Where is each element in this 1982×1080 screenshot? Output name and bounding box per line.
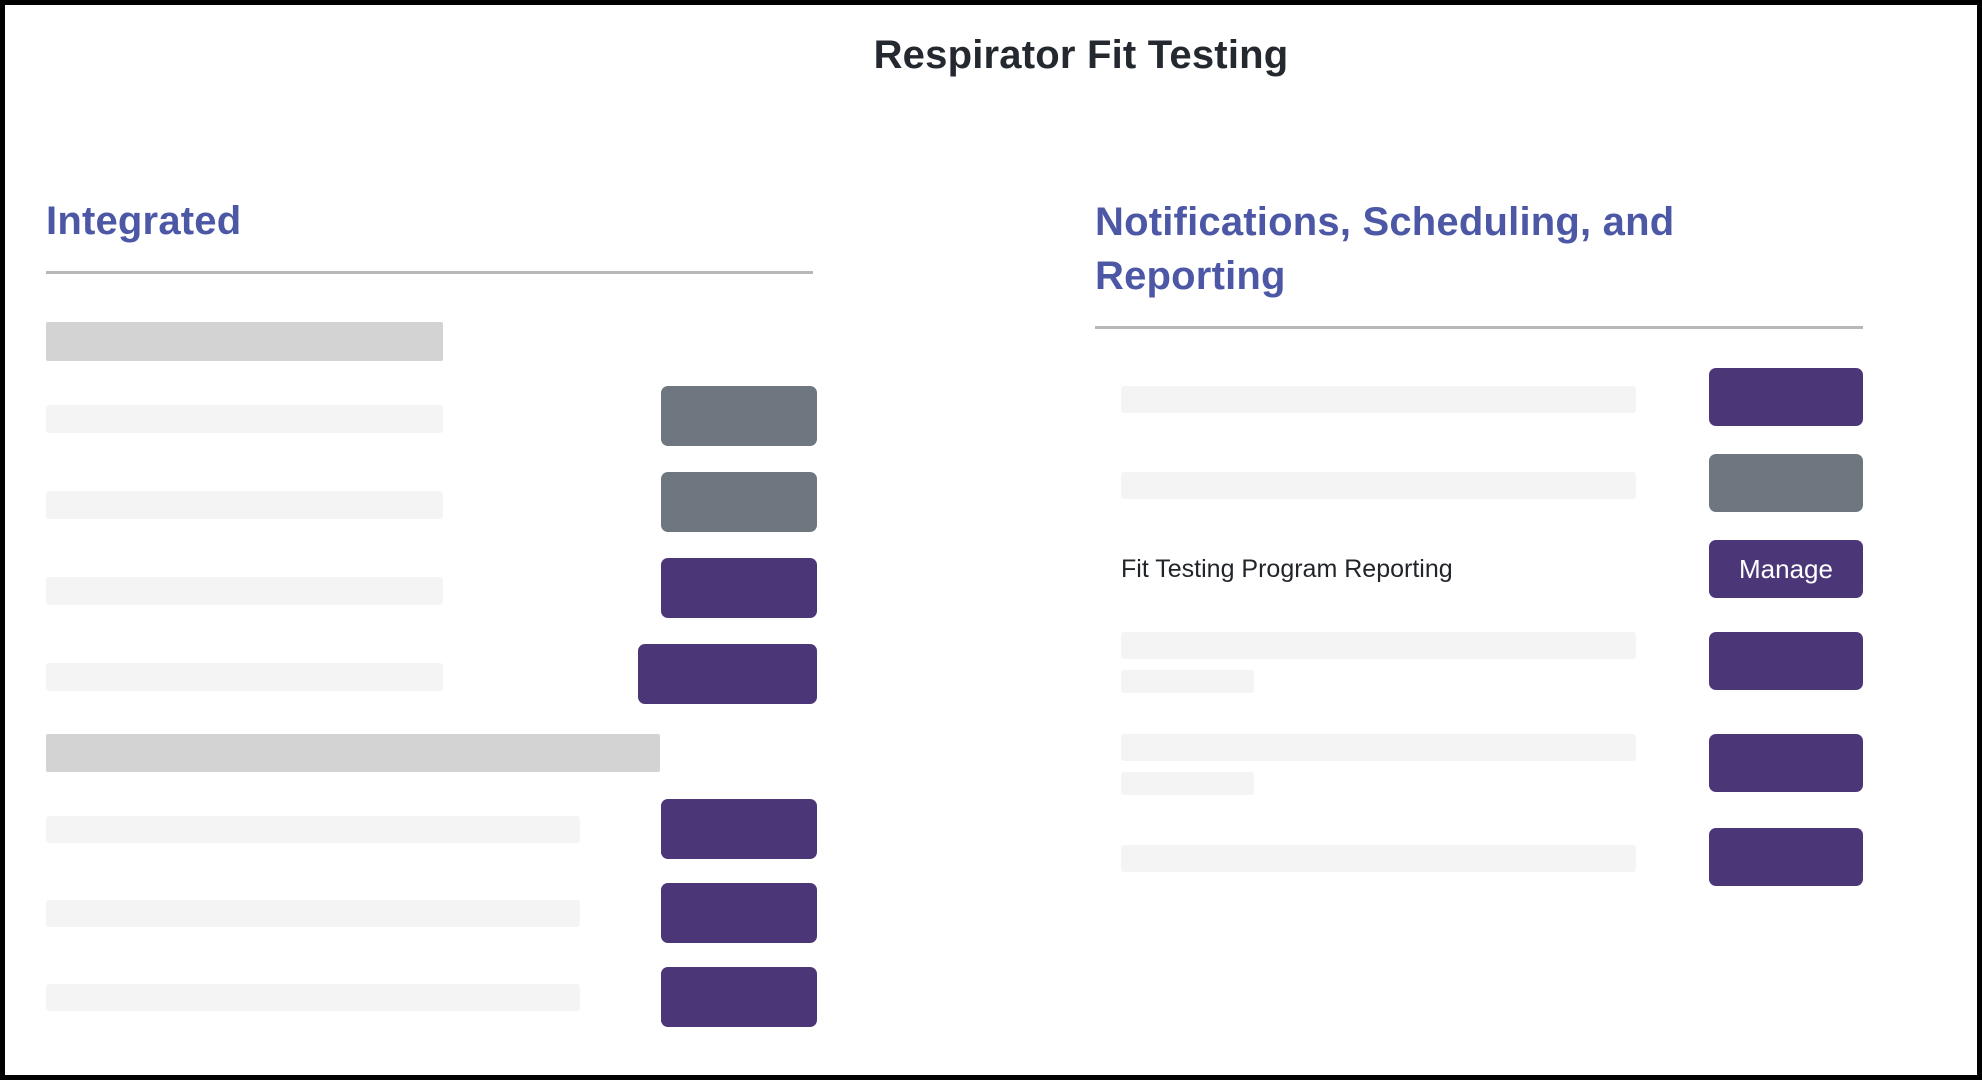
skeleton-text-bar <box>46 816 580 843</box>
page-title: Respirator Fit Testing <box>873 33 1289 77</box>
skeleton-text-bar-small <box>1121 772 1254 795</box>
skeleton-text-bar <box>46 577 443 605</box>
skeleton-text-bar-small <box>1121 670 1254 693</box>
fit-testing-program-reporting-label: Fit Testing Program Reporting <box>1121 555 1453 583</box>
skeleton-action-button[interactable] <box>1709 828 1863 886</box>
skeleton-text-bar <box>46 900 580 927</box>
skeleton-action-button[interactable] <box>1709 368 1863 426</box>
skeleton-action-button[interactable] <box>661 558 817 618</box>
manage-button[interactable]: Manage <box>1709 540 1863 598</box>
skeleton-action-button[interactable] <box>661 967 817 1027</box>
skeleton-text-bar <box>1121 632 1636 659</box>
skeleton-action-button[interactable] <box>1709 632 1863 690</box>
skeleton-text-bar <box>46 984 580 1011</box>
skeleton-action-button[interactable] <box>661 386 817 446</box>
section-divider <box>46 271 813 274</box>
skeleton-text-bar <box>1121 472 1636 499</box>
skeleton-action-button[interactable] <box>1709 454 1863 512</box>
skeleton-text-bar <box>46 663 443 691</box>
skeleton-action-button[interactable] <box>661 799 817 859</box>
manage-button-label: Manage <box>1739 553 1833 584</box>
skeleton-action-button[interactable] <box>661 472 817 532</box>
skeleton-section-title <box>46 322 443 361</box>
skeleton-action-button[interactable] <box>1709 734 1863 792</box>
skeleton-text-bar <box>1121 845 1636 872</box>
section-divider <box>1095 326 1863 329</box>
skeleton-action-button[interactable] <box>638 644 817 704</box>
skeleton-text-bar <box>1121 386 1636 413</box>
skeleton-text-bar <box>1121 734 1636 761</box>
integrated-section-heading: Integrated <box>46 199 242 243</box>
skeleton-text-bar <box>46 405 443 433</box>
skeleton-text-bar <box>46 491 443 519</box>
notifications-section-heading: Notifications, Scheduling, and Reporting <box>1095 200 1675 298</box>
skeleton-action-button[interactable] <box>661 883 817 943</box>
skeleton-section-title <box>46 734 660 772</box>
